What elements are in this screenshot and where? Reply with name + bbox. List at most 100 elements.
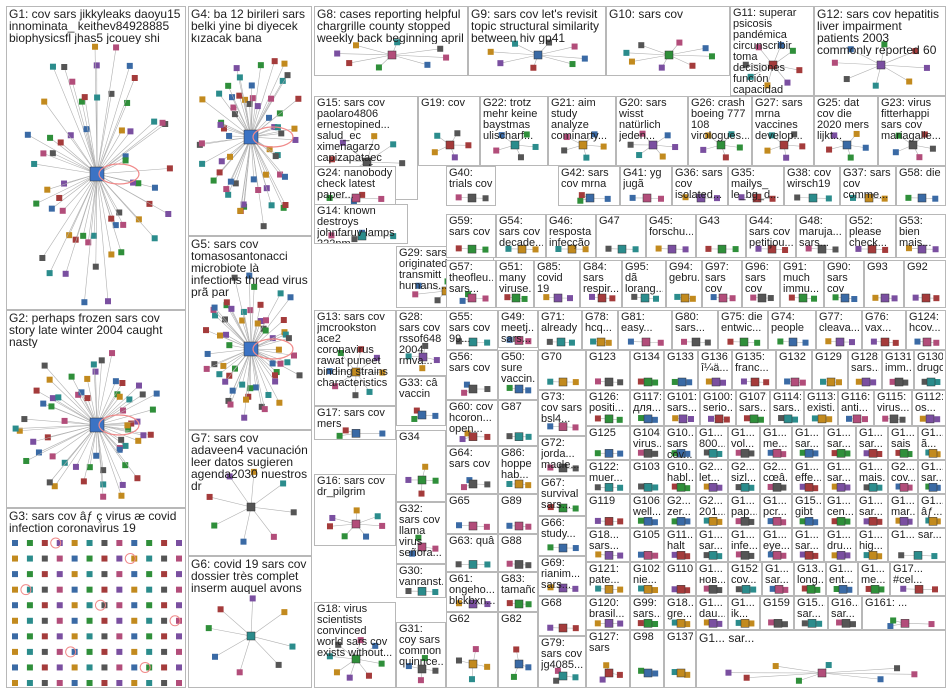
graph-edge [243, 506, 252, 542]
graph-node [484, 386, 491, 393]
graph-edge [52, 66, 98, 175]
group-box-g83: G83: tamaño [498, 572, 538, 612]
hub-node [757, 293, 767, 303]
graph-node [484, 433, 491, 440]
graph-edge [27, 134, 98, 175]
graph-edge [239, 77, 252, 138]
hub-node [468, 560, 478, 569]
graph-node [229, 94, 236, 101]
group-label: G131: imm... [885, 352, 911, 374]
graph-node [161, 664, 168, 671]
group-label: G107: sars... [739, 392, 767, 414]
graph-edge [239, 136, 252, 211]
hub-node [779, 140, 789, 150]
graph-node [780, 552, 787, 559]
graph-node [71, 664, 78, 671]
group-label: G77: cleava... [819, 312, 859, 334]
graph-edge [243, 136, 252, 205]
group-network [671, 517, 691, 526]
graph-node [59, 207, 66, 214]
graph-edge [65, 173, 98, 274]
graph-node [71, 680, 78, 686]
group-label: G35: mailys_ le_bg_d... [731, 168, 780, 201]
hub-node [558, 583, 568, 593]
graph-node [405, 476, 412, 483]
graph-node [703, 619, 710, 626]
group-box-g99: G99: sars... [630, 596, 664, 630]
group-label: G159 [763, 598, 790, 609]
graph-node [379, 522, 386, 529]
graph-node [525, 601, 532, 608]
graph-node [176, 664, 182, 671]
graph-node [56, 194, 63, 201]
graph-node [399, 160, 406, 167]
graph-node [484, 481, 491, 488]
group-network [831, 41, 930, 89]
hub-node [604, 414, 614, 424]
graph-node [86, 664, 93, 671]
graph-node [424, 61, 431, 68]
group-network [671, 377, 693, 387]
hub-node [676, 668, 686, 678]
graph-node [140, 432, 147, 439]
group-box-g15a: G15... gibt [792, 494, 824, 528]
graph-node [735, 518, 742, 525]
hub-node [676, 619, 686, 628]
graph-node [223, 186, 230, 193]
graph-node [849, 621, 856, 628]
graph-node [594, 378, 601, 385]
graph-node [684, 553, 691, 560]
group-network [205, 595, 296, 676]
graph-node [671, 551, 678, 558]
group-network [799, 517, 819, 526]
hub-node [676, 585, 686, 594]
graph-node [631, 293, 638, 300]
graph-node [555, 245, 562, 252]
group-box-g18a: G18... sars... [586, 528, 630, 562]
graph-node [131, 571, 138, 578]
graph-node [255, 186, 262, 193]
group-label: G79: sars cov jg4085... [541, 638, 583, 671]
group-label: G1... effe... [795, 462, 821, 484]
graph-node [617, 484, 624, 491]
group-label: G1... cen... [827, 496, 853, 518]
graph-node [290, 352, 297, 359]
graph-node [233, 65, 240, 72]
hub-node [604, 551, 614, 560]
graph-node [572, 674, 579, 681]
group-box-g11: G11: superar psicosis pandémica circunsc… [730, 6, 814, 96]
graph-node [48, 205, 55, 212]
group-network [855, 377, 877, 387]
group-label: G40: trials cov [449, 168, 493, 190]
graph-node [801, 620, 808, 627]
graph-node [12, 425, 19, 432]
group-box-g45: G45: forschu... [646, 214, 696, 258]
hub-node [772, 517, 782, 526]
graph-node [627, 338, 634, 345]
group-box-g119: G119 [586, 494, 630, 528]
graph-node [203, 327, 210, 334]
group-label: G1... sar... [795, 530, 819, 552]
graph-node [218, 158, 225, 165]
group-label: G1... mais... [859, 462, 885, 484]
group-network [671, 585, 691, 594]
graph-node [434, 132, 441, 139]
group-label: G99: sars... [633, 598, 661, 620]
group-box-g28: G28: sars cov rssof648 2004 rmva... [396, 310, 448, 376]
hub-node [351, 654, 361, 664]
graph-node [135, 382, 142, 389]
group-box-g1p: G1... mar... [888, 494, 918, 528]
group-label: G88 [501, 536, 522, 547]
group-label: G103 [633, 462, 660, 473]
hub-node [558, 377, 568, 387]
graph-node [872, 82, 879, 89]
graph-node [672, 415, 679, 422]
group-label: G17... #cel... [893, 564, 923, 586]
group-network [750, 293, 774, 303]
graph-node [710, 294, 717, 301]
graph-node [521, 295, 528, 302]
group-label: G3: sars cov âƒ ç virus æ covid infectio… [9, 510, 177, 534]
self-loop-edge [98, 414, 140, 436]
graph-node [101, 680, 108, 686]
graph-node [26, 586, 33, 593]
